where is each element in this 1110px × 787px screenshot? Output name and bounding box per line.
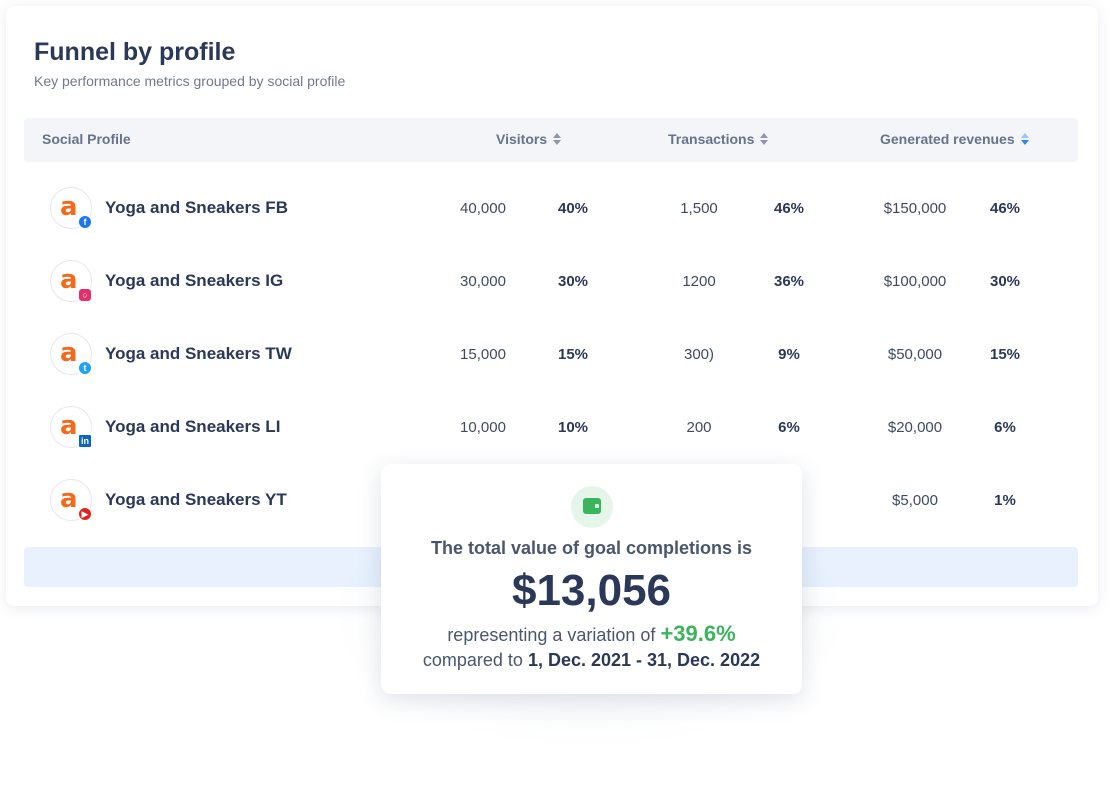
transactions-value: 1200 xyxy=(682,273,716,290)
table-row[interactable]: a ○ Yoga and Sneakers IG 30,000 30% 1200… xyxy=(24,252,1078,312)
sort-desc-icon[interactable] xyxy=(1020,132,1029,146)
table-row[interactable]: a ▶ Yoga and Sneakers YT $5,000 1% xyxy=(24,471,1078,531)
revenue-percent: 1% xyxy=(994,492,1016,509)
avatar: a t xyxy=(50,333,93,376)
visitors-value: 15,000 xyxy=(460,346,506,363)
visitors-percent: 10% xyxy=(557,419,589,436)
brand-logo-icon: a xyxy=(60,484,78,514)
revenue-value: $100,000 xyxy=(883,273,947,290)
page-title: Funnel by profile xyxy=(34,38,236,66)
revenue-percent: 46% xyxy=(989,200,1021,217)
profile-name: Yoga and Sneakers FB xyxy=(105,198,288,217)
column-header-social-profile: Social Profile xyxy=(42,131,131,147)
transactions-value: 200 xyxy=(686,419,712,436)
column-header-label: Social Profile xyxy=(42,131,131,147)
revenue-percent: 6% xyxy=(994,419,1016,436)
visitors-percent: 40% xyxy=(557,200,589,217)
visitors-value: 40,000 xyxy=(460,200,506,217)
profile-name: Yoga and Sneakers TW xyxy=(105,344,292,363)
profile-name: Yoga and Sneakers YT xyxy=(105,490,287,509)
column-header-generated-revenues[interactable]: Generated revenues xyxy=(880,131,1029,147)
visitors-value: 30,000 xyxy=(460,273,506,290)
twitter-icon: t xyxy=(77,360,93,376)
revenue-value: $150,000 xyxy=(883,200,947,217)
compare-range: 1, Dec. 2021 - 31, Dec. 2022 xyxy=(527,650,761,670)
goal-completions-label: The total value of goal completions is xyxy=(430,538,753,558)
column-header-label: Generated revenues xyxy=(880,131,1015,147)
profile-name: Yoga and Sneakers IG xyxy=(105,271,284,290)
table-header: Social Profile Visitors Transactions Gen… xyxy=(24,118,1078,162)
goal-completions-popup: The total value of goal completions is $… xyxy=(381,464,802,694)
brand-logo-icon: a xyxy=(60,338,78,368)
transactions-percent: 6% xyxy=(778,419,800,436)
revenue-percent: 15% xyxy=(989,346,1021,363)
facebook-icon: f xyxy=(77,214,93,230)
revenue-value: $5,000 xyxy=(892,492,938,509)
transactions-percent: 9% xyxy=(778,346,800,363)
visitors-value: 10,000 xyxy=(460,419,506,436)
wallet-icon-badge xyxy=(571,486,613,528)
transactions-value: 1,500 xyxy=(680,200,718,217)
page-subtitle: Key performance metrics grouped by socia… xyxy=(34,73,346,89)
goal-completions-value: $13,056 xyxy=(511,566,672,615)
profile-name: Yoga and Sneakers LI xyxy=(105,417,281,436)
brand-logo-icon: a xyxy=(60,192,78,222)
transactions-percent: 36% xyxy=(773,273,805,290)
revenue-value: $50,000 xyxy=(887,346,943,363)
transactions-value: 300) xyxy=(683,346,715,363)
avatar: a ○ xyxy=(50,260,93,303)
column-header-label: Transactions xyxy=(668,131,755,147)
youtube-icon: ▶ xyxy=(77,506,93,522)
variation-line: representing a variation of +39.6% xyxy=(381,621,802,647)
visitors-percent: 30% xyxy=(557,273,589,290)
sort-icon[interactable] xyxy=(760,132,769,146)
visitors-percent: 15% xyxy=(557,346,589,363)
variation-value: +39.6% xyxy=(660,621,736,646)
column-header-transactions[interactable]: Transactions xyxy=(668,131,769,147)
table-row[interactable]: a in Yoga and Sneakers LI 10,000 10% 200… xyxy=(24,398,1078,458)
wallet-icon xyxy=(583,498,601,514)
sort-icon[interactable] xyxy=(553,132,562,146)
avatar: a in xyxy=(50,406,93,449)
column-header-visitors[interactable]: Visitors xyxy=(496,131,562,147)
brand-logo-icon: a xyxy=(60,265,78,295)
column-header-label: Visitors xyxy=(496,131,548,147)
transactions-percent: 46% xyxy=(773,200,805,217)
revenue-percent: 30% xyxy=(989,273,1021,290)
variation-prefix: representing a variation of xyxy=(447,625,661,645)
table-row[interactable]: a t Yoga and Sneakers TW 15,000 15% 300)… xyxy=(24,325,1078,385)
table-row[interactable]: a f Yoga and Sneakers FB 40,000 40% 1,50… xyxy=(24,179,1078,239)
linkedin-icon: in xyxy=(77,433,93,449)
instagram-icon: ○ xyxy=(77,287,93,303)
compare-prefix: compared to xyxy=(422,650,528,670)
brand-logo-icon: a xyxy=(60,411,78,441)
revenue-value: $20,000 xyxy=(887,419,943,436)
compare-line: compared to 1, Dec. 2021 - 31, Dec. 2022 xyxy=(381,650,802,671)
avatar: a ▶ xyxy=(50,479,93,522)
avatar: a f xyxy=(50,187,93,230)
